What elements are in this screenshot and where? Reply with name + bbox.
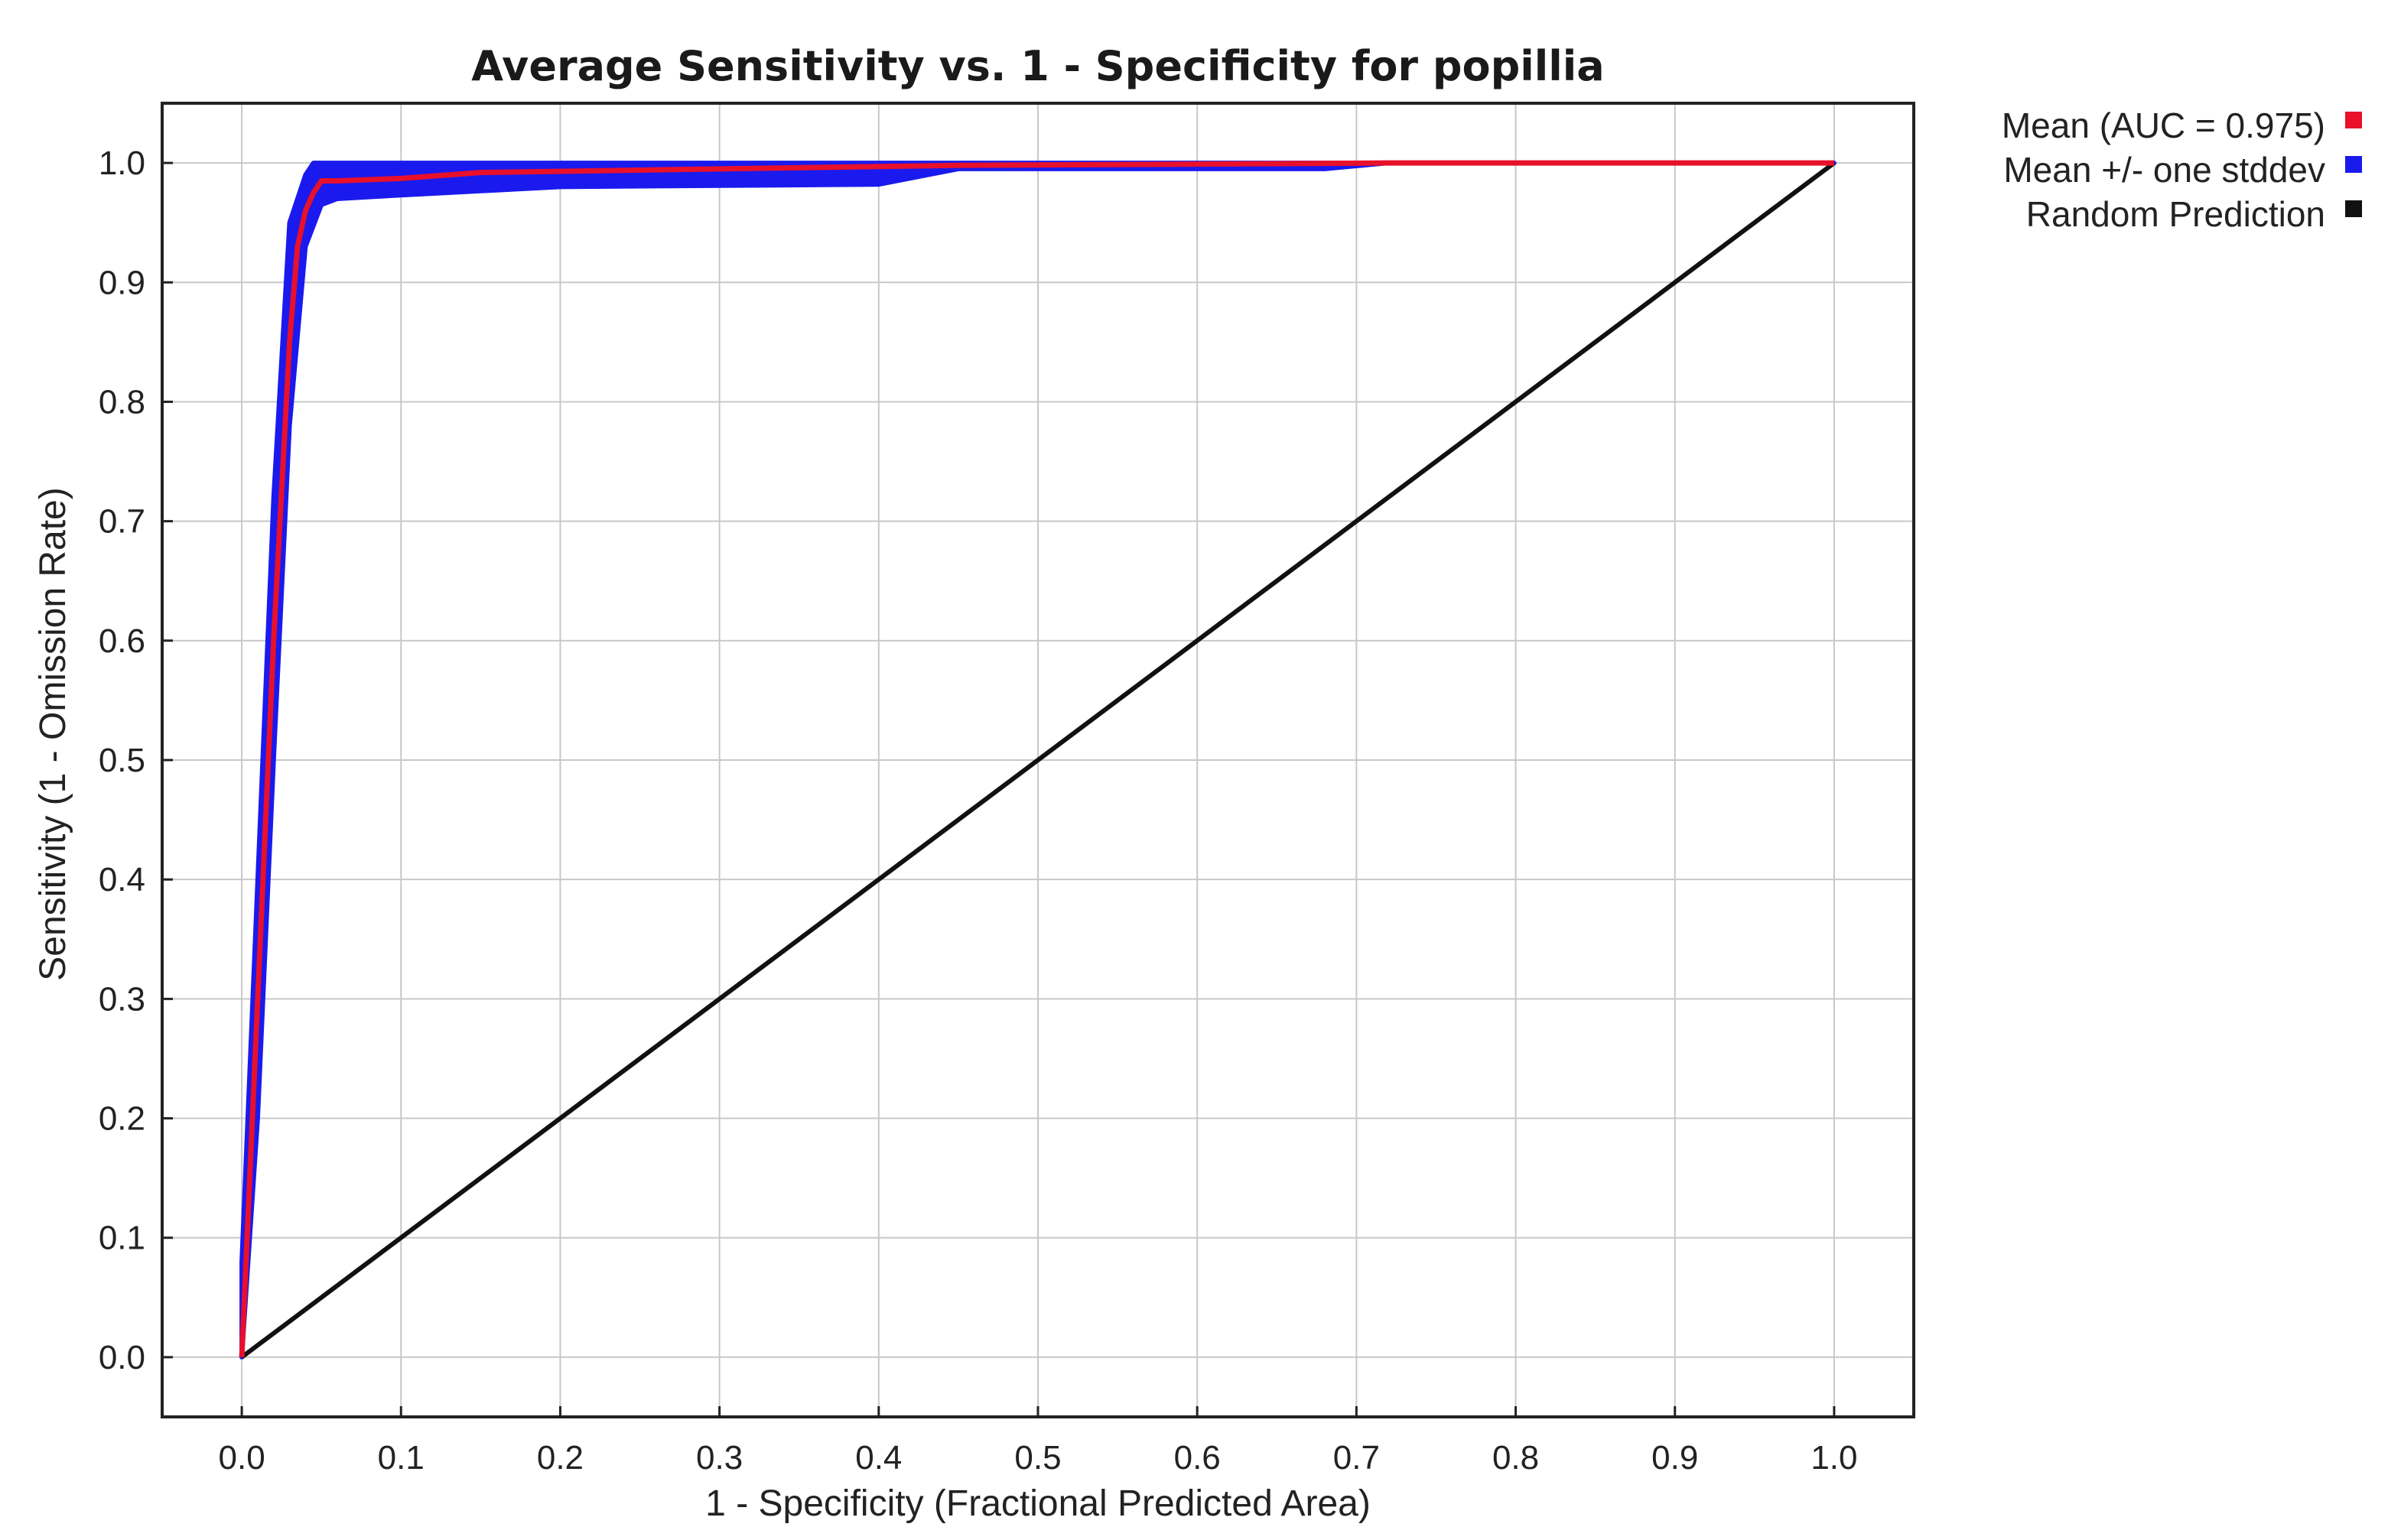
y-tick-label: 0.9	[99, 264, 145, 301]
y-tick-label: 0.7	[99, 503, 145, 541]
y-tick-label: 0.4	[99, 861, 145, 898]
legend-label: Random Prediction	[2026, 194, 2325, 234]
x-tick-label: 0.7	[1333, 1439, 1380, 1477]
y-tick-label: 0.2	[99, 1100, 145, 1138]
y-tick-label: 0.8	[99, 383, 145, 421]
legend-entry-mean: Mean (AUC = 0.975)	[2002, 106, 2362, 145]
chart-title: Average Sensitivity vs. 1 - Specificity …	[471, 42, 1605, 90]
stddev-band	[239, 161, 1837, 1360]
x-tick-label: 0.5	[1014, 1439, 1061, 1477]
x-tick-label: 0.9	[1651, 1439, 1698, 1477]
x-tick-label: 0.8	[1492, 1439, 1539, 1477]
y-tick-label: 0.5	[99, 742, 145, 779]
x-tick-label: 0.3	[696, 1439, 743, 1477]
legend-entry-stddev: Mean +/- one stddev	[2003, 150, 2362, 190]
y-tick-label: 1.0	[99, 145, 145, 182]
x-tick-label: 1.0	[1811, 1439, 1857, 1477]
series-lines	[239, 160, 1836, 1360]
y-tick-label: 0.1	[99, 1220, 145, 1257]
x-ticks: 0.0 0.1 0.2 0.3 0.4 0.5 0.6 0.7 0.8 0.9 1.0	[219, 1406, 1857, 1477]
legend-swatch	[2345, 156, 2362, 173]
x-tick-label: 0.2	[537, 1439, 584, 1477]
legend-entry-random: Random Prediction	[2026, 194, 2362, 234]
x-tick-label: 0.0	[219, 1439, 265, 1477]
legend-label: Mean (AUC = 0.975)	[2002, 106, 2325, 145]
stddev-band-area	[239, 161, 1837, 1360]
legend: Mean (AUC = 0.975) Mean +/- one stddevRan…	[2002, 106, 2362, 234]
legend-label: Mean +/- one stddev	[2003, 150, 2325, 190]
x-tick-label: 0.4	[855, 1439, 902, 1477]
legend-swatch	[2345, 200, 2362, 217]
y-axis-label: Sensitivity (1 - Omission Rate)	[33, 487, 73, 981]
y-tick-label: 0.0	[99, 1339, 145, 1376]
y-tick-label: 0.3	[99, 980, 145, 1018]
x-tick-label: 0.1	[378, 1439, 425, 1477]
x-tick-label: 0.6	[1174, 1439, 1221, 1477]
y-ticks: 0.0 0.1 0.2 0.3 0.4 0.5 0.6 0.7 0.8 0.9 1.0	[99, 145, 173, 1376]
legend-swatch	[2345, 112, 2362, 128]
y-tick-label: 0.6	[99, 622, 145, 660]
x-axis-label: 1 - Specificity (Fractional Predicted Ar…	[705, 1483, 1371, 1524]
mean-line	[239, 160, 1834, 1358]
random-prediction-line	[240, 161, 1836, 1360]
